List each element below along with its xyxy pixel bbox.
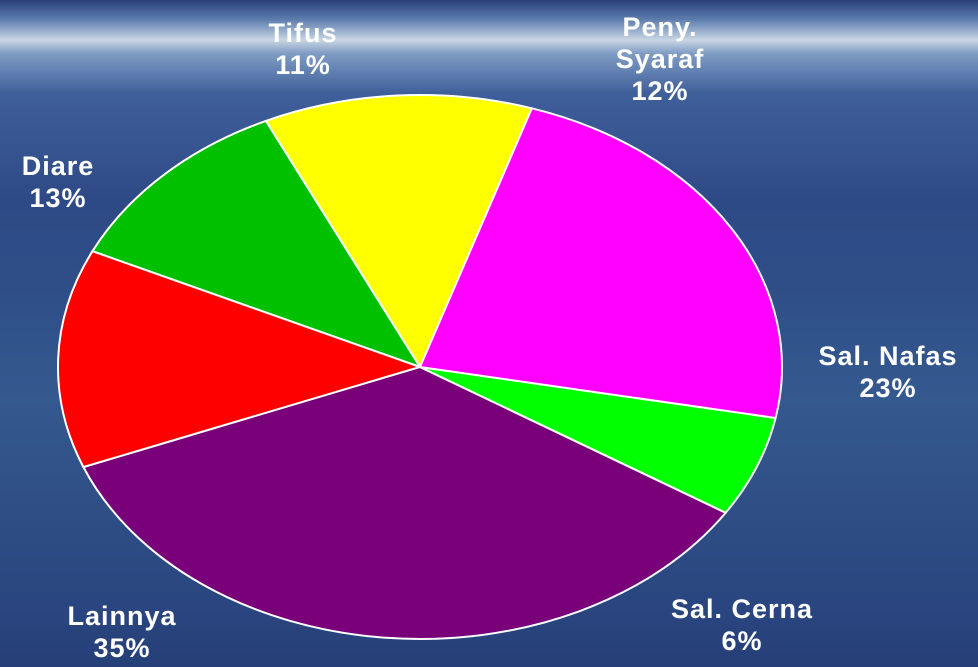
slice-label-5: Sal. Nafas 23%	[818, 341, 957, 403]
slice-value-2: 13%	[29, 183, 86, 213]
slice-label-0: Peny. Syaraf 12%	[616, 12, 705, 106]
slice-name-3-0: Lainnya	[67, 601, 176, 631]
slice-name-0-1: Syaraf	[616, 44, 705, 74]
pie-slice-4	[419, 366, 777, 514]
slice-name-0-0: Peny.	[622, 12, 697, 42]
pie-labels: Peny. Syaraf 12% Tifus 11% Diare 13% Lainnya 35%…	[22, 12, 957, 663]
pie-slice-5	[419, 107, 783, 419]
slice-value-0: 12%	[631, 76, 688, 106]
pie-slice-2	[57, 250, 421, 469]
slice-name-4-0: Sal. Cerna	[671, 594, 813, 624]
slice-value-3: 35%	[93, 633, 150, 663]
slice-label-4: Sal. Cerna 6%	[671, 594, 813, 656]
slice-label-3: Lainnya 35%	[67, 601, 176, 663]
slice-label-2: Diare 13%	[22, 151, 95, 213]
slice-label-1: Tifus 11%	[268, 18, 337, 80]
pie-slice-1	[91, 119, 421, 368]
slice-value-4: 6%	[721, 626, 762, 656]
pie-slice-0	[264, 94, 533, 368]
slice-name-5-0: Sal. Nafas	[818, 341, 957, 371]
slice-value-1: 11%	[275, 50, 331, 80]
slice-value-5: 23%	[859, 373, 916, 403]
pie-slices	[57, 94, 783, 640]
slice-name-2-0: Diare	[22, 151, 95, 181]
slice-name-1-0: Tifus	[268, 18, 337, 48]
pie-slice-3	[82, 366, 727, 640]
